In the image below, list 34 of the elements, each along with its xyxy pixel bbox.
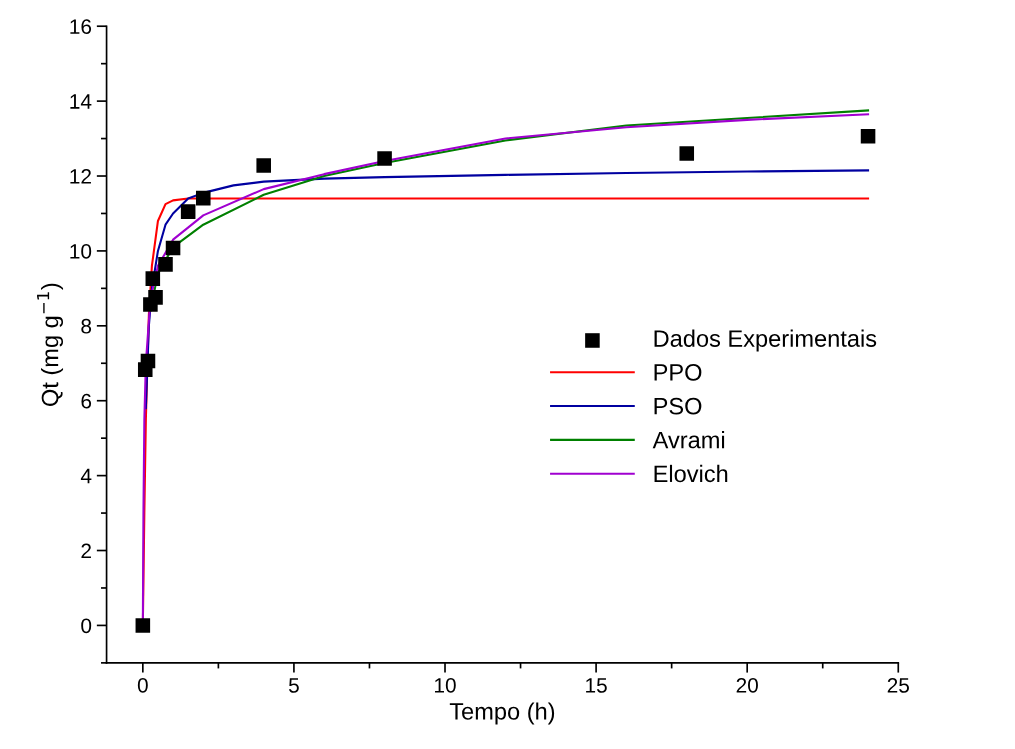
point [165,240,181,256]
y-tick-label: 0 [81,618,92,634]
x-axis-title: Tempo (h) [449,702,555,725]
x-tick-label: 25 [887,678,909,693]
x-tick-label: 15 [586,678,607,693]
point [158,257,173,272]
legend-label: PPO [654,364,702,381]
y-tick-label: 4 [80,468,92,484]
point [148,290,163,305]
y-tick-label: 6 [81,393,92,409]
y-tick-label: 8 [81,318,92,334]
legend-label: PSO [654,397,702,415]
legend-label: Dados Experimentais [654,329,877,352]
y-tick-label: 10 [70,243,92,259]
y-tick-label: 16 [70,19,92,34]
x-tick-label: 0 [137,678,148,693]
point [377,151,392,166]
y-tick-label: 12 [70,169,91,184]
x-tick-label: 5 [288,678,299,693]
point [679,146,695,161]
point [135,618,151,633]
legend-label: Avrami [652,431,725,449]
point [145,271,161,286]
point [860,129,876,144]
x-tick-label: 20 [736,678,758,693]
point [140,353,156,369]
point [180,204,196,219]
legend-label: Elovich [654,464,728,483]
y-tick-label: 2 [81,543,91,559]
x-tick-label: 10 [435,678,456,693]
point [256,158,271,173]
point [195,190,211,206]
y-tick-label: 14 [70,94,92,109]
y-axis-title: Qt (mg g$^{−1}$) [37,283,64,406]
